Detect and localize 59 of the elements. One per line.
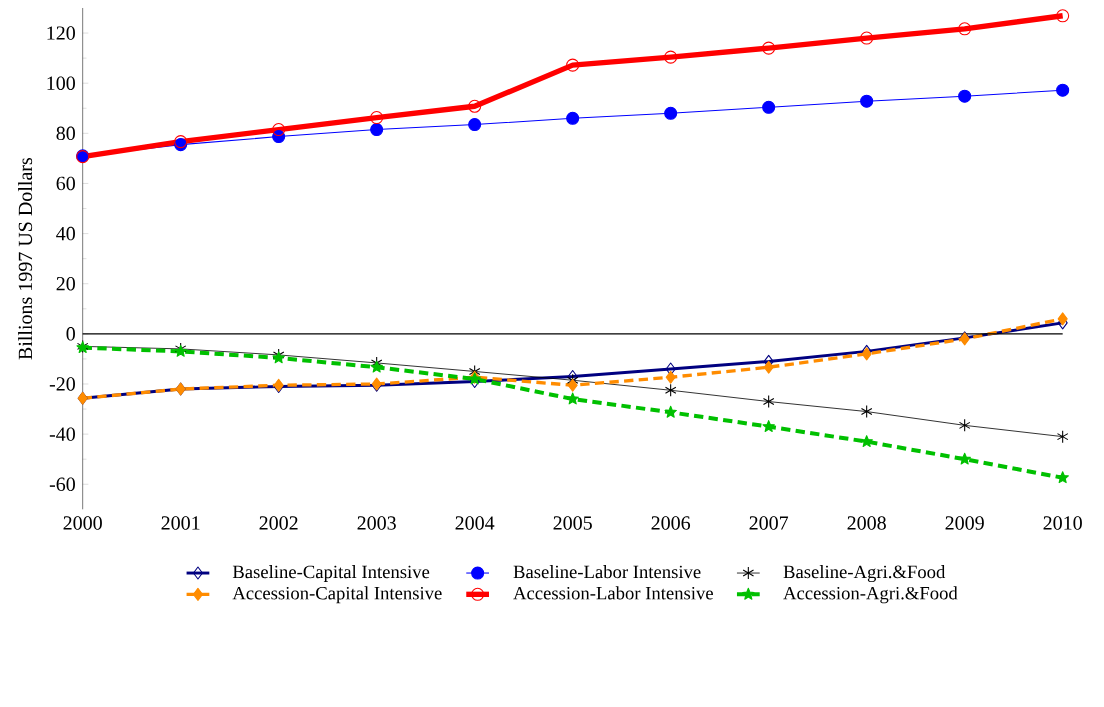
point	[664, 405, 677, 418]
point	[665, 370, 676, 384]
y-tick-label: -40	[49, 427, 75, 442]
legend-label: Baseline-Agri.&Food	[783, 565, 946, 583]
x-tick-label: 2000	[63, 516, 102, 530]
y-tick-label: 120	[47, 26, 75, 40]
point	[860, 405, 873, 419]
point	[370, 360, 383, 373]
legend-label: Accession-Labor Intensive	[513, 586, 713, 600]
point	[1056, 83, 1070, 97]
x-tick-label: 2009	[945, 516, 984, 530]
point	[566, 111, 580, 125]
legend-label: Accession-Capital Intensive	[232, 586, 442, 604]
y-axis-title: Billions 1997 US Dollars	[18, 158, 33, 360]
point	[958, 452, 971, 465]
point	[370, 123, 384, 137]
point	[762, 41, 776, 55]
point	[272, 123, 286, 137]
x-tick-label: 2001	[161, 516, 200, 530]
x-tick-label: 2005	[553, 516, 592, 530]
point	[468, 99, 482, 113]
point	[958, 89, 972, 103]
y-tick-label: 0	[66, 327, 75, 341]
point	[1056, 430, 1069, 444]
legend-label: Baseline-Capital Intensive	[232, 565, 430, 583]
x-tick-label: 2010	[1043, 516, 1082, 530]
y-tick-label: 40	[56, 227, 75, 241]
x-tick-label: 2003	[357, 516, 396, 530]
point	[665, 362, 676, 376]
point	[763, 360, 774, 374]
point	[567, 378, 578, 392]
point	[370, 111, 384, 125]
point	[1057, 312, 1068, 326]
y-tick-label: 100	[47, 76, 75, 91]
y-tick-label: 20	[56, 277, 75, 291]
legend-label: Baseline-Labor Intensive	[513, 565, 701, 579]
point	[664, 106, 678, 120]
point	[566, 58, 580, 72]
y-tick-label: -20	[49, 377, 75, 391]
x-tick-label: 2007	[749, 516, 789, 530]
point	[958, 418, 971, 433]
point	[468, 118, 482, 132]
y-tick-label: -60	[49, 477, 75, 492]
point	[664, 383, 677, 397]
point	[860, 94, 874, 108]
x-tick-label: 2002	[259, 516, 298, 530]
point	[762, 420, 775, 433]
legend-label: Accession-Agri.&Food	[783, 586, 958, 604]
y-tick-label: 80	[56, 126, 75, 141]
point	[860, 31, 874, 45]
x-tick-label: 2008	[847, 516, 886, 530]
point	[1056, 9, 1070, 23]
y-tick-label: 60	[56, 176, 75, 191]
x-tick-label: 2006	[651, 516, 691, 530]
point	[762, 100, 776, 114]
point	[664, 50, 678, 64]
point	[762, 395, 775, 409]
x-tick-label: 2004	[455, 516, 495, 530]
point	[958, 22, 972, 36]
